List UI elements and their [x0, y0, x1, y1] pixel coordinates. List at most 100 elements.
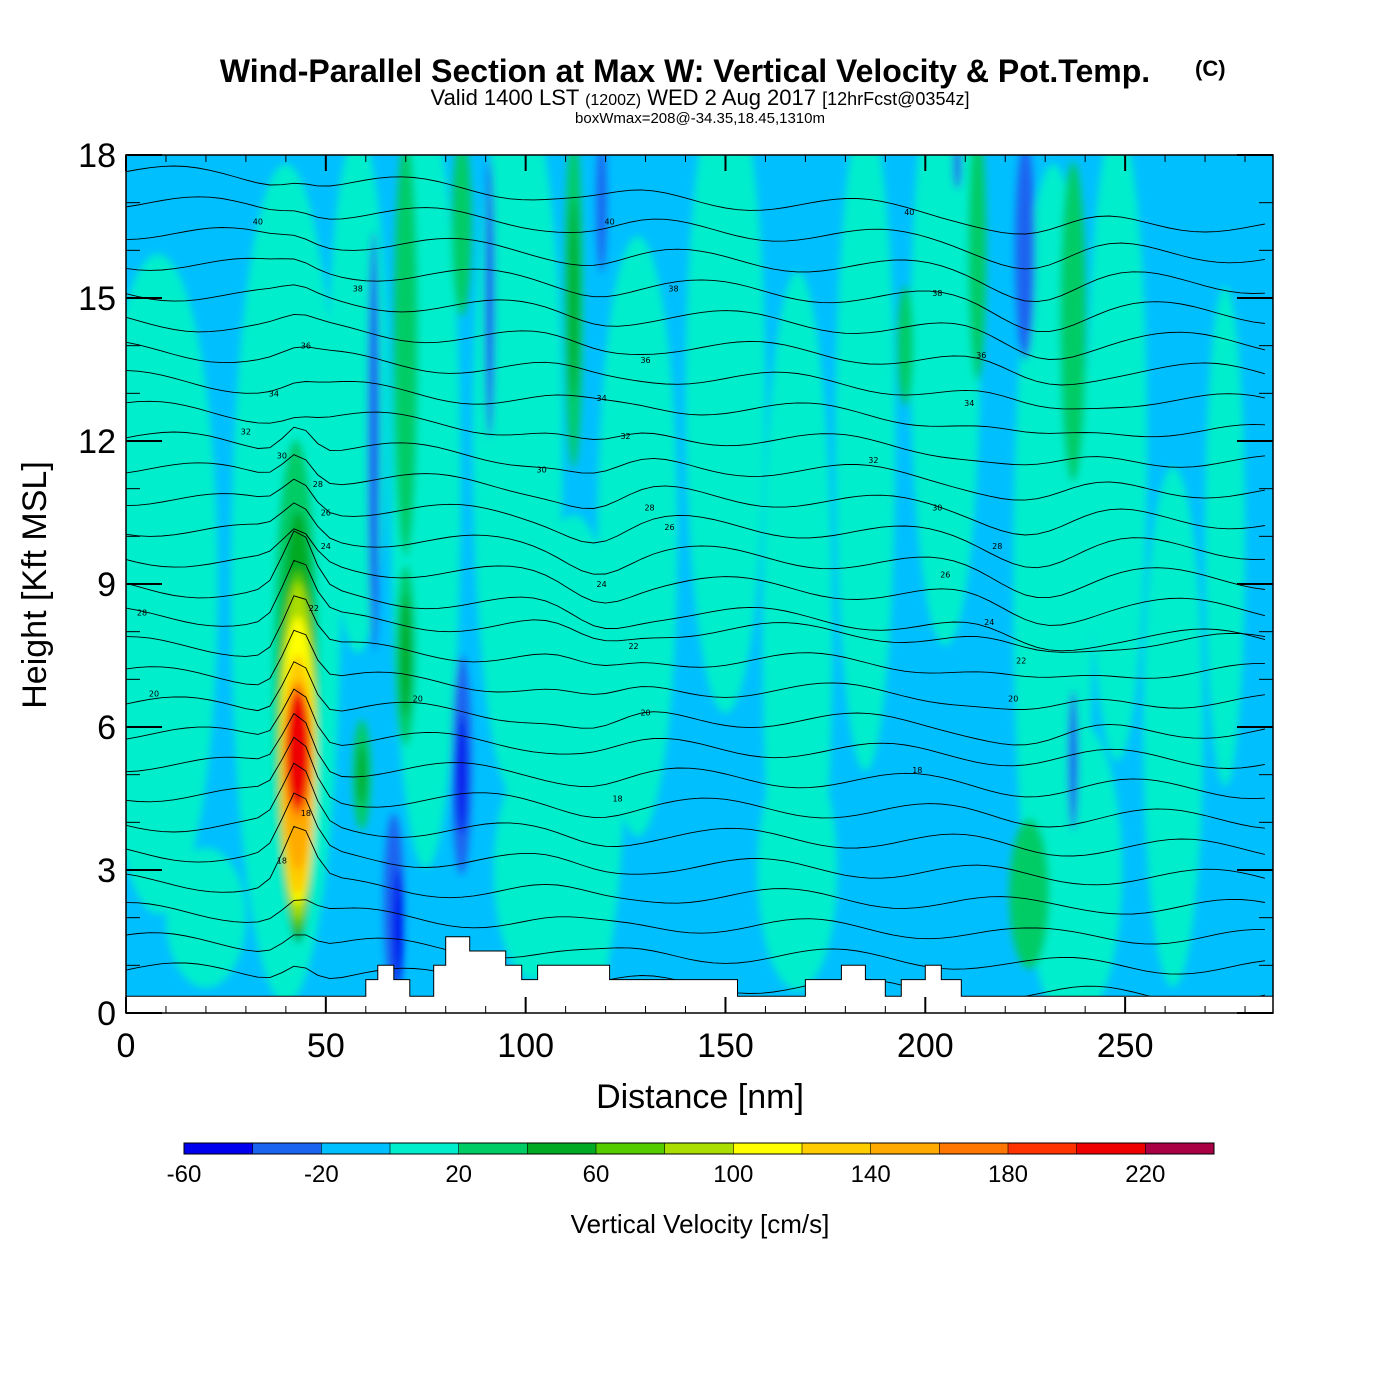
colorbar-swatch: [390, 1143, 460, 1154]
colorbar-frame: [183, 1142, 1215, 1155]
pot-temp-line: [126, 502, 1266, 599]
pot-temp-line: [126, 932, 1266, 975]
pot-temp-label: 24: [321, 542, 331, 551]
x-axis-label: Distance [nm]: [596, 1078, 804, 1116]
updraft-band: [493, 760, 574, 980]
x-tick-label: 150: [697, 1027, 754, 1065]
y-tick-label: 12: [78, 423, 116, 461]
chart-subtitle: Valid 1400 LST (1200Z) WED 2 Aug 2017 [1…: [431, 85, 970, 110]
updraft-core: [569, 198, 578, 398]
chart-title: Wind-Parallel Section at Max W: Vertical…: [220, 53, 1150, 89]
pot-temp-label: 40: [604, 218, 614, 227]
pot-temp-line: [126, 595, 1265, 679]
colorbar-tick-label: 180: [988, 1161, 1028, 1188]
subtitle-date: WED 2 Aug 2017: [647, 85, 816, 110]
pot-temp-label: 38: [668, 284, 678, 293]
pot-temp-label: 40: [253, 218, 263, 227]
colorbar-swatch: [664, 1143, 734, 1154]
updraft-band: [1032, 720, 1123, 1013]
pot-temp-line: [126, 196, 1266, 270]
x-tick-label: 100: [497, 1027, 554, 1065]
terrain-profile: [126, 936, 1273, 1013]
updraft-band: [1143, 467, 1204, 987]
title-mark: (C): [1195, 56, 1226, 81]
colorbar-swatch: [596, 1143, 666, 1154]
pot-temp-label: 18: [301, 809, 311, 818]
pot-temp-label: 34: [596, 394, 606, 403]
pot-temp-line: [126, 792, 1266, 886]
pot-temp-label: 18: [612, 795, 622, 804]
colorbar-swatch: [458, 1143, 528, 1154]
pot-temp-line: [126, 478, 1266, 569]
pot-temp-label: 38: [932, 289, 942, 298]
colorbar: -60 -20 20 60 100 140 180 220: [167, 1142, 1215, 1188]
subtitle-valid: Valid 1400 LST: [431, 85, 579, 110]
updraft-band: [597, 236, 678, 837]
subtitle-utc: (1200Z): [585, 92, 641, 109]
updraft-band: [835, 155, 896, 771]
updraft-region: [1009, 818, 1050, 969]
colorbar-swatch: [321, 1143, 391, 1154]
colorbar-tick-label: 100: [713, 1161, 753, 1188]
colorbar-tick-label: 60: [583, 1161, 610, 1188]
colorbar-swatch: [1076, 1143, 1146, 1154]
updraft-region: [393, 155, 418, 556]
pot-temp-line: [126, 688, 1266, 769]
pot-temp-label: 24: [596, 580, 606, 589]
pot-temp-label: 30: [932, 504, 942, 513]
updraft-band: [1087, 155, 1148, 761]
pot-temp-label: 20: [149, 690, 159, 699]
downdraft-region: [484, 158, 495, 438]
pot-temp-line: [126, 528, 1266, 626]
pot-temp-label: 26: [664, 523, 674, 532]
x-tick-label: 200: [897, 1027, 954, 1065]
pot-temp-label: 28: [992, 542, 1002, 551]
pot-temp-line: [126, 899, 1265, 945]
updraft-band: [165, 847, 246, 988]
pot-temp-line: [126, 341, 1266, 410]
pot-temp-label: 32: [868, 456, 878, 465]
pot-temp-label: 28: [313, 480, 323, 489]
y-tick-label: 6: [97, 709, 116, 747]
pot-temp-label: 40: [904, 208, 914, 217]
pot-temp-label: 28: [644, 504, 654, 513]
updraft-region: [451, 155, 472, 317]
y-tick-label: 18: [78, 137, 116, 175]
y-tick-label: 3: [97, 852, 116, 890]
pot-temp-line: [126, 370, 1266, 438]
updraft-plume: [285, 693, 310, 809]
plot-area: [126, 155, 1273, 1013]
colorbar-swatch: [1008, 1143, 1078, 1154]
pot-temp-label: 26: [321, 509, 331, 518]
updraft-band: [910, 155, 981, 646]
y-tick-label: 0: [97, 995, 116, 1033]
pot-temp-line: [126, 661, 1266, 746]
x-tick-label: 50: [307, 1027, 345, 1065]
colorbar-label: Vertical Velocity [cm/s]: [571, 1209, 830, 1239]
downdraft-region: [1068, 690, 1079, 831]
pot-temp-label: 28: [137, 609, 147, 618]
box-wmax-note: boxWmax=208@-34.35,18.45,1310m: [575, 110, 825, 127]
pot-temp-label: 32: [620, 432, 630, 441]
colorbar-tick-label: 220: [1125, 1161, 1165, 1188]
pot-temp-label: 32: [241, 427, 251, 436]
colorbar-swatch: [939, 1143, 1009, 1154]
colorbar-tick-label: 20: [445, 1161, 472, 1188]
colorbar-swatch: [184, 1143, 254, 1154]
colorbar-swatch: [870, 1143, 940, 1154]
pot-temp-label: 20: [413, 694, 423, 703]
x-tick-label: 250: [1097, 1027, 1154, 1065]
y-axis-label: Height [Kft MSL]: [16, 461, 54, 709]
pot-temp-label: 22: [1016, 656, 1026, 665]
downdraft-region: [1015, 155, 1036, 361]
pot-temp-label: 26: [940, 570, 950, 579]
pot-temp-label: 22: [628, 642, 638, 651]
pot-temp-line: [126, 736, 1266, 829]
subtitle-fcst: [12hrFcst@0354z]: [822, 89, 969, 109]
pot-temp-label: 36: [640, 356, 650, 365]
downdraft-core: [392, 867, 403, 988]
pot-temp-line: [126, 165, 1266, 235]
pot-temp-line: [126, 530, 1266, 652]
pot-temp-line: [126, 227, 1266, 303]
